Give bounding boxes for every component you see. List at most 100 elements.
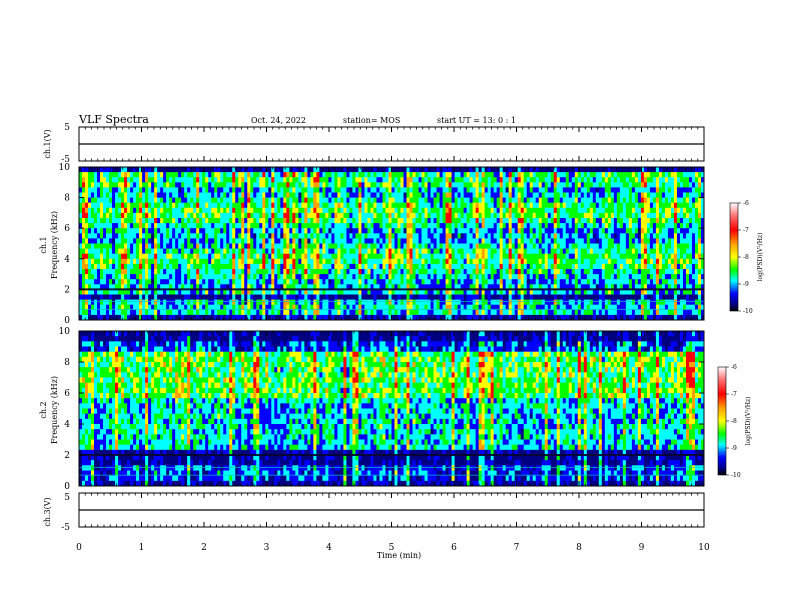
ch1-spectrogram-cell <box>151 207 155 214</box>
ch1-spectrogram-cell <box>361 228 365 234</box>
ch1-spectrogram-cell <box>205 253 209 260</box>
ch1-spectrogram-cell <box>373 243 377 249</box>
ch1-spectrogram-cell <box>211 182 215 188</box>
ch1-spectrogram-cell <box>562 258 567 265</box>
ch1-spectrogram-cell <box>463 269 468 275</box>
ch1-spectrogram-cell <box>319 279 323 285</box>
ch1-spectrogram-cell <box>316 202 320 209</box>
ch1-spectrogram-cell <box>445 279 449 285</box>
ch1-spectrogram-cell <box>388 182 392 188</box>
ch1-spectrogram-cell <box>448 253 452 260</box>
ch1-spectrogram-cell <box>118 274 122 280</box>
ch1-spectrogram-cell <box>304 172 308 178</box>
ch1-spectrogram-cell <box>106 279 110 285</box>
ch1-spectrogram-cell <box>388 258 392 265</box>
ch1-spectrogram-cell <box>235 304 239 311</box>
ch1-spectrogram-cell <box>214 207 218 214</box>
ch1-spectrogram-cell <box>148 263 152 270</box>
ch1-spectrogram-cell <box>409 207 413 214</box>
ch1-spectrogram-cell <box>412 248 416 255</box>
ch1-spectrogram-cell <box>184 284 188 290</box>
ch1-spectrogram-cell <box>223 289 227 295</box>
ch1-spectrogram-cell <box>445 269 449 275</box>
ch1-spectrogram-cell <box>238 289 242 295</box>
ch1-spectrogram-cell <box>184 258 188 265</box>
ch1-spectrogram-cell <box>172 233 176 239</box>
ch1-spectrogram-cell <box>373 304 377 311</box>
ch1-spectrogram-cell <box>367 314 371 321</box>
ch1-spectrogram-cell <box>211 207 215 214</box>
ch1-spectrogram-cell <box>457 167 462 173</box>
ch1-spectrogram-cell <box>274 197 278 204</box>
ch1-spectrogram-cell <box>478 182 483 188</box>
ch1-spectrogram-cell <box>574 304 579 311</box>
ch1-spectrogram-cell <box>217 243 221 249</box>
ch1-spectrogram-cell <box>343 294 347 300</box>
ch1-spectrogram-cell <box>277 223 281 229</box>
ch1-spectrogram-cell <box>124 172 128 178</box>
ch1-spectrogram-cell <box>253 177 257 183</box>
ch1-spectrogram-cell <box>370 274 374 280</box>
ch1-spectrogram-cell <box>130 167 134 173</box>
ch1-spectrogram-cell <box>460 187 465 193</box>
ch1-spectrogram-cell <box>223 207 227 214</box>
ch1-spectrogram-cell <box>127 202 131 209</box>
ch1-spectrogram-cell <box>463 182 468 188</box>
ch1-spectrogram-cell <box>376 243 380 249</box>
ch1-spectrogram-cell <box>487 289 492 295</box>
ch1-spectrogram-cell <box>538 274 543 280</box>
ch1-spectrogram-cell <box>310 182 314 188</box>
ch1-spectrogram-cell <box>430 218 434 224</box>
ch1-spectrogram-cell <box>535 289 540 295</box>
ch1-spectrogram-cell <box>316 228 320 234</box>
ch1-spectrogram-cell <box>121 218 125 224</box>
ch1-spectrogram-cell <box>274 223 278 229</box>
ch1-spectrogram-cell <box>124 223 128 229</box>
ch1-spectrogram-cell <box>370 238 374 244</box>
ch1-spectrogram-cell <box>376 248 380 255</box>
ch1-spectrogram-cell <box>403 279 407 285</box>
ch1-spectrogram-cell <box>484 172 489 178</box>
ch1-spectrogram-cell <box>346 289 350 295</box>
ch1-spectrogram-cell <box>82 182 86 188</box>
ch1-spectrogram-cell <box>85 207 89 214</box>
ch1-spectrogram-cell <box>316 279 320 285</box>
ch1-spectrogram-cell <box>280 238 284 244</box>
ch1-spectrogram-cell <box>100 243 104 249</box>
ch1-spectrogram-cell <box>385 299 389 306</box>
ch1-spectrogram-cell <box>226 228 230 234</box>
ch1-spectrogram-cell <box>265 228 269 234</box>
ch1-spectrogram-cell <box>211 248 215 255</box>
ch1-spectrogram-cell <box>97 314 101 321</box>
ch1-spectrogram-cell <box>271 192 275 198</box>
ch1-spectrogram-cell <box>169 314 173 321</box>
ch1-spectrogram-cell <box>250 309 254 316</box>
ch1-spectrogram-cell <box>244 167 248 173</box>
ch1-spectrogram-cell <box>478 238 483 244</box>
ch1-spectrogram-cell <box>127 238 131 244</box>
ch1-spectrogram-cell <box>121 258 125 265</box>
ch1-spectrogram-cell <box>541 207 546 214</box>
ch1-spectrogram-cell <box>196 274 200 280</box>
ch1-spectrogram-cell <box>343 177 347 183</box>
ch1-spectrogram-cell <box>541 299 546 306</box>
ch1-spectrogram-cell <box>556 274 561 280</box>
ch1-spectrogram-cell <box>388 284 392 290</box>
ch1-spectrogram-cell <box>454 299 458 306</box>
ch1-spectrogram-cell <box>118 258 122 265</box>
ch1-spectrogram-cell <box>418 248 422 255</box>
ch1-spectrogram-cell <box>79 233 83 239</box>
ch1-spectrogram-cell <box>256 192 260 198</box>
ch1-spectrogram-cell <box>250 197 254 204</box>
ch1-spectrogram-cell <box>352 253 356 260</box>
ch1-spectrogram-cell <box>301 258 305 265</box>
ch1-spectrogram-cell <box>466 299 471 306</box>
ch1-spectrogram-cell <box>448 197 452 204</box>
ch1-spectrogram-cell <box>322 207 326 214</box>
ch1-spectrogram-cell <box>451 238 455 244</box>
ch1-spectrogram-cell <box>442 304 446 311</box>
ch1-spectrogram-cell <box>292 177 296 183</box>
ch1-spectrogram-cell <box>448 299 452 306</box>
ch1-spectrogram-cell <box>541 212 546 219</box>
ch1-spectrogram-cell <box>208 223 212 229</box>
